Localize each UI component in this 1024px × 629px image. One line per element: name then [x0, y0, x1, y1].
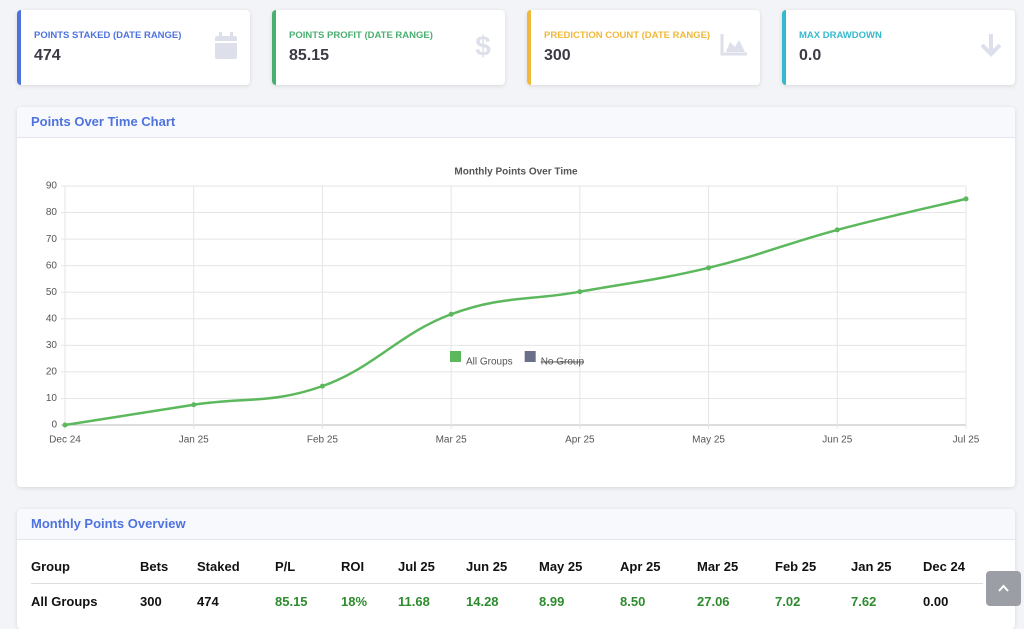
- table-cell: 85.15: [275, 593, 308, 609]
- y-tick-label: 10: [46, 393, 58, 404]
- y-tick-label: 50: [46, 287, 58, 298]
- icon: [720, 34, 747, 56]
- table-panel: Monthly Points Overview Group Bets Staked P…: [17, 509, 1015, 629]
- table: Group Bets Staked P/L ROI Jul 25 Jun 25 May 25 A…: [31, 549, 983, 618]
- card-label: POINTS PROFIT (DATE RANGE): [289, 30, 433, 41]
- column-header: ROI: [341, 549, 398, 584]
- y-tick-label: 80: [46, 207, 58, 218]
- icon: $: [475, 32, 491, 61]
- column-header: Group: [31, 549, 140, 584]
- point: [706, 265, 712, 271]
- y-tick-label: 30: [46, 340, 58, 351]
- point: [963, 196, 969, 202]
- card-value: 85.15: [289, 47, 330, 64]
- scroll-top-button[interactable]: [986, 571, 1021, 606]
- panel-title: Points Over Time Chart: [17, 107, 1015, 138]
- y-tick-label: 0: [51, 420, 57, 431]
- table-cell: 474: [197, 593, 219, 609]
- point: [191, 402, 197, 408]
- x-tick-label: May 25: [692, 435, 725, 446]
- chart-panel: Points Over Time Chart Monthly Points Ov…: [17, 107, 1015, 487]
- legend-label: All Groups: [466, 357, 513, 368]
- card-label: MAX DRAWDOWN: [799, 30, 882, 41]
- card-value: 0.0: [799, 47, 822, 64]
- table-cell: 18%: [341, 593, 368, 609]
- table-cell: 300: [140, 593, 162, 609]
- card-label: POINTS STAKED (DATE RANGE): [34, 30, 182, 41]
- table-cell: 7.62: [851, 593, 877, 609]
- table-row: All Groups 300 474 85.15 18% 11.68 14.28 8.99 8.…: [31, 584, 983, 619]
- card-value: 300: [544, 47, 571, 64]
- table-cell: 7.02: [775, 593, 801, 609]
- table-cell: 8.50: [620, 593, 646, 609]
- column-header: Jul 25: [398, 549, 466, 584]
- point: [62, 422, 68, 428]
- card: PREDICTION COUNT (DATE RANGE) 300: [527, 10, 760, 85]
- y-tick-label: 40: [46, 313, 58, 324]
- x-tick-label: Jan 25: [179, 435, 209, 446]
- x-tick-label: Mar 25: [436, 435, 468, 446]
- column-header: Mar 25: [697, 549, 775, 584]
- card: MAX DRAWDOWN 0.0: [782, 10, 1015, 85]
- column-header: Apr 25: [620, 549, 697, 584]
- legend-label: No Group: [541, 357, 585, 368]
- column-header: P/L: [275, 549, 341, 584]
- panel-title: Monthly Points Overview: [17, 509, 1015, 540]
- column-header: Feb 25: [775, 549, 851, 584]
- x-tick-label: Jun 25: [822, 435, 852, 446]
- x-tick-label: Jul 25: [953, 435, 980, 446]
- y-tick-label: 60: [46, 260, 58, 271]
- point: [319, 383, 325, 389]
- line: [64, 197, 967, 427]
- icon: [215, 32, 237, 59]
- table-cell: 0.00: [923, 593, 949, 609]
- table-cell: 11.68: [398, 593, 430, 609]
- y-tick-label: 90: [46, 181, 58, 192]
- column-header: Jan 25: [851, 549, 923, 584]
- column-header: Bets: [140, 549, 197, 584]
- icon: [980, 34, 1002, 57]
- column-header: Staked: [197, 549, 275, 584]
- card-label: PREDICTION COUNT (DATE RANGE): [544, 30, 711, 41]
- chart-title: Monthly Points Over Time: [454, 167, 578, 178]
- legend-swatch: [524, 351, 536, 362]
- table-cell: 8.99: [539, 593, 565, 609]
- x-tick-label: Apr 25: [565, 435, 595, 446]
- svg-text:$: $: [475, 32, 491, 61]
- card: POINTS STAKED (DATE RANGE) 474: [17, 10, 250, 85]
- column-header: Dec 24: [923, 549, 983, 584]
- column-header: May 25: [539, 549, 620, 584]
- table-cell: 14.28: [466, 593, 499, 609]
- column-header: Jun 25: [466, 549, 539, 584]
- point: [834, 227, 840, 233]
- legend-swatch: [450, 351, 461, 362]
- table-cell: All Groups: [31, 593, 98, 609]
- table-cell: 27.06: [697, 593, 730, 609]
- x-tick-label: Feb 25: [307, 435, 339, 446]
- card-value: 474: [34, 47, 61, 64]
- card: POINTS PROFIT (DATE RANGE) 85.15 $: [272, 10, 505, 85]
- point: [577, 289, 583, 295]
- y-tick-label: 70: [46, 234, 58, 245]
- chart: Monthly Points Over Time 0 10 20 30 40 50 60 70…: [46, 167, 980, 446]
- point: [448, 311, 454, 317]
- y-tick-label: 20: [46, 367, 58, 378]
- x-tick-label: Dec 24: [49, 435, 81, 446]
